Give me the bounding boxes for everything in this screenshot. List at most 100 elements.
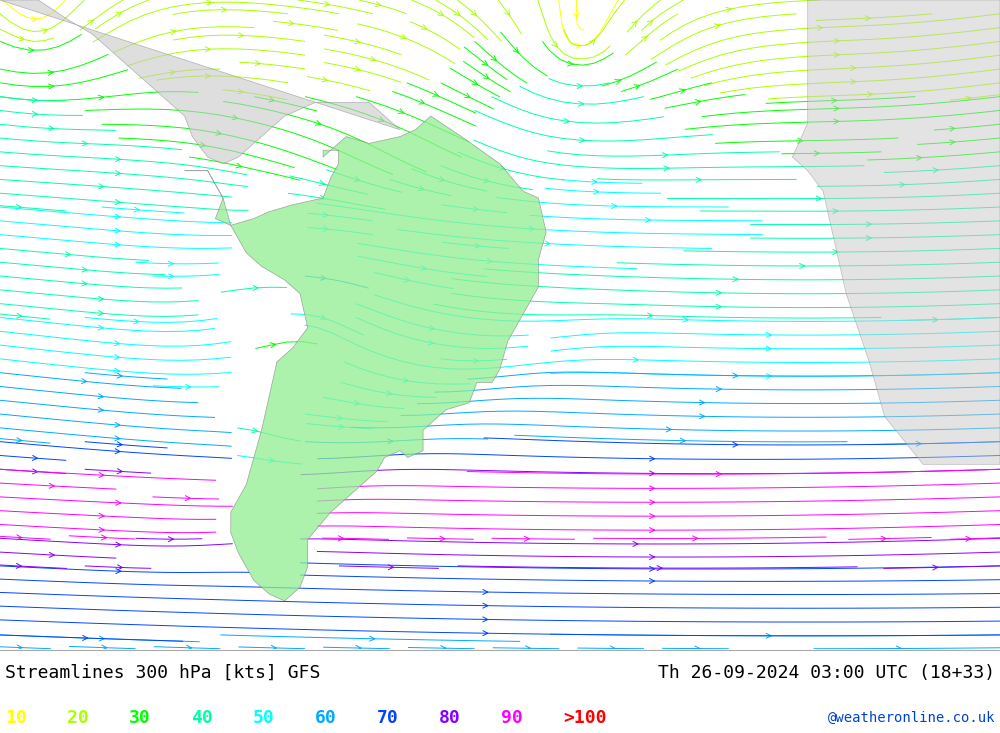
FancyArrowPatch shape xyxy=(98,311,103,315)
FancyArrowPatch shape xyxy=(465,93,470,97)
FancyArrowPatch shape xyxy=(320,195,325,200)
FancyArrowPatch shape xyxy=(590,40,595,45)
FancyArrowPatch shape xyxy=(134,207,139,212)
Polygon shape xyxy=(792,0,1000,464)
FancyArrowPatch shape xyxy=(647,21,653,26)
FancyArrowPatch shape xyxy=(378,117,384,122)
FancyArrowPatch shape xyxy=(354,67,360,71)
FancyArrowPatch shape xyxy=(592,180,597,185)
FancyArrowPatch shape xyxy=(236,163,241,168)
FancyArrowPatch shape xyxy=(32,97,37,103)
FancyArrowPatch shape xyxy=(323,213,328,217)
FancyArrowPatch shape xyxy=(401,34,406,39)
FancyArrowPatch shape xyxy=(814,151,819,156)
FancyArrowPatch shape xyxy=(680,438,685,443)
FancyArrowPatch shape xyxy=(832,98,837,103)
FancyArrowPatch shape xyxy=(695,100,701,105)
FancyArrowPatch shape xyxy=(933,168,938,173)
FancyArrowPatch shape xyxy=(19,36,25,41)
FancyArrowPatch shape xyxy=(714,24,720,29)
FancyArrowPatch shape xyxy=(370,56,375,62)
FancyArrowPatch shape xyxy=(98,95,104,100)
FancyArrowPatch shape xyxy=(683,317,688,323)
FancyArrowPatch shape xyxy=(17,313,22,318)
FancyArrowPatch shape xyxy=(817,26,823,30)
FancyArrowPatch shape xyxy=(475,243,480,248)
FancyArrowPatch shape xyxy=(881,536,886,541)
Text: @weatheronline.co.uk: @weatheronline.co.uk xyxy=(828,711,995,725)
Text: 30: 30 xyxy=(129,709,151,727)
FancyArrowPatch shape xyxy=(169,274,174,279)
FancyArrowPatch shape xyxy=(289,21,294,26)
FancyArrowPatch shape xyxy=(574,12,579,18)
Text: >100: >100 xyxy=(563,709,606,727)
FancyArrowPatch shape xyxy=(322,77,327,82)
FancyArrowPatch shape xyxy=(438,11,443,15)
FancyArrowPatch shape xyxy=(421,265,426,270)
FancyArrowPatch shape xyxy=(28,48,34,53)
FancyArrowPatch shape xyxy=(338,536,343,541)
FancyArrowPatch shape xyxy=(82,281,87,286)
FancyArrowPatch shape xyxy=(315,120,321,125)
FancyArrowPatch shape xyxy=(116,542,121,547)
FancyArrowPatch shape xyxy=(205,47,210,52)
FancyArrowPatch shape xyxy=(65,251,70,257)
FancyArrowPatch shape xyxy=(696,177,701,183)
FancyArrowPatch shape xyxy=(594,189,599,194)
FancyArrowPatch shape xyxy=(17,645,22,650)
FancyArrowPatch shape xyxy=(483,617,488,622)
FancyArrowPatch shape xyxy=(115,171,121,176)
FancyArrowPatch shape xyxy=(419,100,425,104)
FancyArrowPatch shape xyxy=(17,535,22,539)
FancyArrowPatch shape xyxy=(114,368,120,373)
FancyArrowPatch shape xyxy=(320,314,326,320)
FancyArrowPatch shape xyxy=(716,386,721,391)
FancyArrowPatch shape xyxy=(49,553,54,557)
FancyArrowPatch shape xyxy=(545,241,550,246)
FancyArrowPatch shape xyxy=(733,442,738,447)
FancyArrowPatch shape xyxy=(99,473,104,477)
FancyArrowPatch shape xyxy=(472,80,478,84)
FancyArrowPatch shape xyxy=(252,428,258,432)
FancyArrowPatch shape xyxy=(419,186,424,191)
FancyArrowPatch shape xyxy=(800,263,805,268)
FancyArrowPatch shape xyxy=(499,166,505,170)
FancyArrowPatch shape xyxy=(650,567,655,572)
FancyArrowPatch shape xyxy=(404,277,410,282)
FancyArrowPatch shape xyxy=(117,468,122,474)
FancyArrowPatch shape xyxy=(568,61,573,66)
FancyArrowPatch shape xyxy=(552,41,558,47)
FancyArrowPatch shape xyxy=(577,84,582,89)
FancyArrowPatch shape xyxy=(650,514,655,519)
FancyArrowPatch shape xyxy=(816,196,821,201)
FancyArrowPatch shape xyxy=(98,394,103,399)
FancyArrowPatch shape xyxy=(693,536,698,541)
FancyArrowPatch shape xyxy=(186,645,192,650)
Text: 70: 70 xyxy=(377,709,399,727)
FancyArrowPatch shape xyxy=(471,10,477,16)
FancyArrowPatch shape xyxy=(99,636,104,641)
FancyArrowPatch shape xyxy=(232,115,238,119)
FancyArrowPatch shape xyxy=(398,108,404,114)
FancyArrowPatch shape xyxy=(733,277,738,281)
FancyArrowPatch shape xyxy=(933,317,938,323)
FancyArrowPatch shape xyxy=(564,119,569,123)
FancyArrowPatch shape xyxy=(642,36,647,41)
Text: Streamlines 300 hPa [kts] GFS: Streamlines 300 hPa [kts] GFS xyxy=(5,664,320,682)
FancyArrowPatch shape xyxy=(505,10,510,16)
FancyArrowPatch shape xyxy=(102,645,107,650)
FancyArrowPatch shape xyxy=(216,130,221,136)
FancyArrowPatch shape xyxy=(933,565,938,570)
FancyArrowPatch shape xyxy=(866,221,871,226)
FancyArrowPatch shape xyxy=(632,21,637,26)
FancyArrowPatch shape xyxy=(323,226,328,231)
FancyArrowPatch shape xyxy=(356,646,361,650)
FancyArrowPatch shape xyxy=(700,400,705,405)
FancyArrowPatch shape xyxy=(650,528,655,533)
Text: 10: 10 xyxy=(5,709,27,727)
FancyArrowPatch shape xyxy=(576,43,581,48)
FancyArrowPatch shape xyxy=(269,458,274,463)
FancyArrowPatch shape xyxy=(473,207,478,211)
FancyArrowPatch shape xyxy=(339,424,344,429)
FancyArrowPatch shape xyxy=(657,566,662,570)
